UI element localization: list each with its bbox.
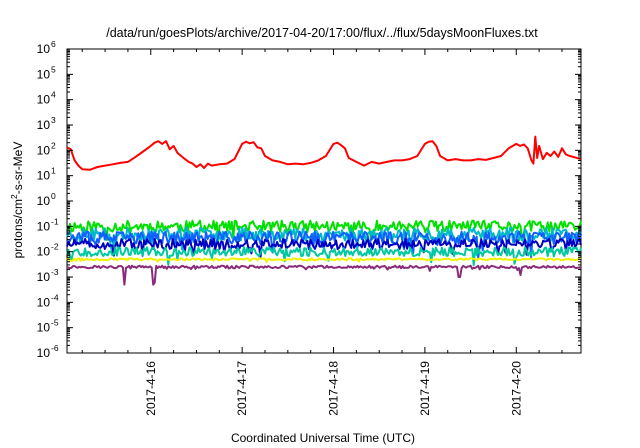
y-tick-exponent: 0 [51, 191, 56, 201]
series-line-7 [66, 257, 582, 263]
y-tick-label: 100 [37, 191, 56, 208]
y-tick-base: 10 [37, 295, 51, 309]
y-tick-base: 10 [37, 169, 51, 183]
y-axis-label-sup: 2 [9, 194, 19, 199]
y-tick-base: 10 [37, 143, 51, 157]
y-tick-base: 10 [37, 270, 51, 284]
y-tick-label: 10-6 [37, 343, 59, 360]
y-tick-base: 10 [37, 346, 51, 360]
x-tick-label: 2017-4-17 [235, 361, 249, 416]
y-tick-exponent: -3 [51, 267, 59, 277]
y-tick-exponent: -5 [51, 318, 59, 328]
series-line-2 [66, 219, 582, 242]
y-axis-label-main: protons/cm [11, 199, 25, 258]
y-tick-label: 10-5 [37, 318, 59, 335]
x-axis: 2017-4-16 2017-4-17 2017-4-18 2017-4-19 2017… [81, 49, 563, 416]
y-tick-exponent: 1 [51, 166, 56, 176]
y-tick-label: 106 [37, 39, 56, 56]
y-axis-label: protons/cm2-s-sr-MeV [9, 142, 25, 259]
y-tick-base: 10 [37, 67, 51, 81]
series-layer [66, 135, 582, 286]
y-tick-exponent: 2 [51, 140, 56, 150]
y-axis-label-tail: -s-sr-MeV [11, 142, 25, 195]
y-tick-label: 10-2 [37, 242, 59, 259]
y-tick-label: 10-4 [37, 292, 59, 309]
y-tick-exponent: -6 [51, 343, 59, 353]
y-tick-base: 10 [37, 245, 51, 259]
y-tick-base: 10 [37, 219, 51, 233]
y-tick-exponent: 3 [51, 115, 56, 125]
y-tick-exponent: 4 [51, 90, 56, 100]
y-tick-base: 10 [37, 321, 51, 335]
x-tick-label: 2017-4-19 [418, 361, 432, 416]
x-axis-label: Coordinated Universal Time (UTC) [231, 431, 415, 445]
y-axis: 10-610-510-410-310-210-11001011021031041… [37, 39, 581, 360]
y-tick-exponent: 5 [51, 64, 56, 74]
y-tick-label: 102 [37, 140, 56, 157]
series-line-4 [66, 230, 582, 260]
series-line-8 [66, 264, 582, 286]
y-tick-base: 10 [37, 42, 51, 56]
series-line-1 [66, 135, 582, 171]
plot-area [66, 48, 582, 354]
y-tick-exponent: -1 [51, 216, 59, 226]
y-tick-exponent: -4 [51, 292, 59, 302]
y-tick-label: 103 [37, 115, 56, 132]
y-tick-exponent: 6 [51, 39, 56, 49]
x-tick-label: 2017-4-16 [144, 361, 158, 416]
y-tick-label: 104 [37, 90, 56, 107]
y-tick-label: 101 [37, 166, 56, 183]
plot-frame [66, 48, 582, 354]
y-tick-label: 10-3 [37, 267, 59, 284]
y-tick-label: 105 [37, 64, 56, 81]
y-tick-exponent: -2 [51, 242, 59, 252]
chart-title: /data/run/goesPlots/archive/2017-04-20/1… [106, 26, 538, 40]
x-tick-label: 2017-4-20 [509, 361, 523, 416]
y-tick-base: 10 [37, 118, 51, 132]
series-line-6 [66, 246, 582, 267]
y-tick-label: 10-1 [37, 216, 59, 233]
y-tick-base: 10 [37, 93, 51, 107]
x-tick-label: 2017-4-18 [327, 361, 341, 416]
y-tick-base: 10 [37, 194, 51, 208]
